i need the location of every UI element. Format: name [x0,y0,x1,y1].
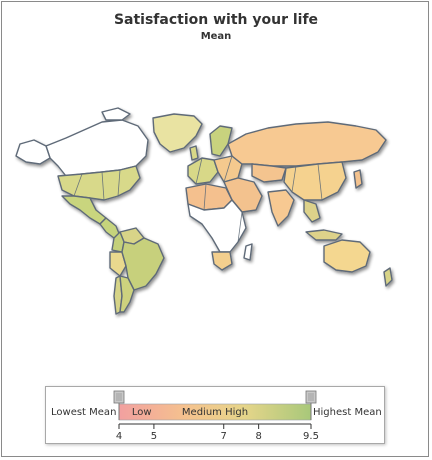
legend-band-low: Low [132,407,152,418]
region-canada-islands[interactable] [101,107,131,121]
region-russia[interactable] [227,121,387,167]
region-western-europe[interactable] [187,157,219,185]
chart-title: Satisfaction with your life [113,12,319,28]
legend-axis: 4 5 7 8 9.5 [116,423,319,442]
legend-lowest-label: Lowest Mean [51,407,116,418]
legend-tick-label: 8 [255,431,261,442]
region-alaska[interactable] [15,139,51,165]
legend-slider-high[interactable] [305,390,317,420]
region-indonesia[interactable] [305,229,343,241]
region-india[interactable] [267,189,295,227]
legend: Lowest Mean Highest Mean Low Medium High… [45,386,385,444]
chart-subtitle: Mean [200,31,232,42]
region-canada[interactable] [45,119,149,177]
region-brazil[interactable] [121,237,165,291]
region-mexico[interactable] [61,195,107,225]
region-madagascar[interactable] [243,243,253,261]
legend-tick-label: 5 [151,431,157,442]
region-china[interactable] [283,161,347,201]
region-southeast-asia[interactable] [303,199,321,223]
world-map [6,100,426,324]
region-australia[interactable] [323,239,371,273]
legend-tick-label: 9.5 [303,431,319,442]
region-uk[interactable] [189,145,199,161]
legend-slider-low[interactable] [113,390,125,420]
legend-tick-label: 7 [221,431,227,442]
legend-tick-label: 4 [116,431,122,442]
region-south-africa[interactable] [211,251,233,271]
map-borders [73,155,323,243]
region-japan[interactable] [353,169,363,189]
region-peru[interactable] [109,251,127,277]
world-map-svg [15,107,393,315]
legend-svg: Lowest Mean Highest Mean Low Medium High… [51,390,382,442]
region-argentina[interactable] [119,275,135,313]
region-scandinavia[interactable] [209,125,233,157]
legend-highest-label: Highest Mean [313,407,382,418]
legend-band-medium-high: Medium High [182,407,248,418]
region-kazakhstan[interactable] [251,163,287,183]
region-new-zealand[interactable] [383,267,393,287]
region-greenland[interactable] [152,113,203,153]
